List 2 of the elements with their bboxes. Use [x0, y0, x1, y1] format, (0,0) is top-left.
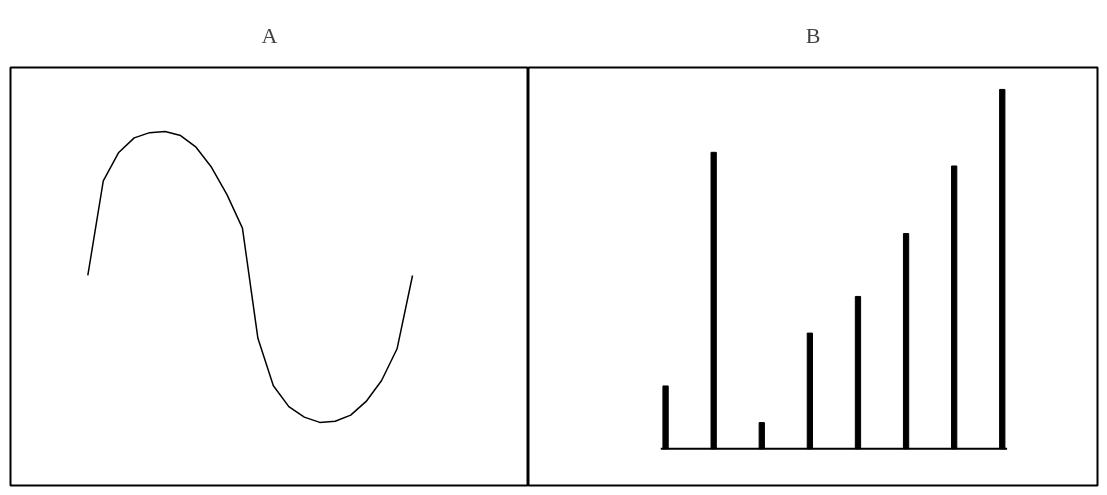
chart-title: A: [261, 22, 278, 48]
chart-title: B: [805, 22, 821, 48]
